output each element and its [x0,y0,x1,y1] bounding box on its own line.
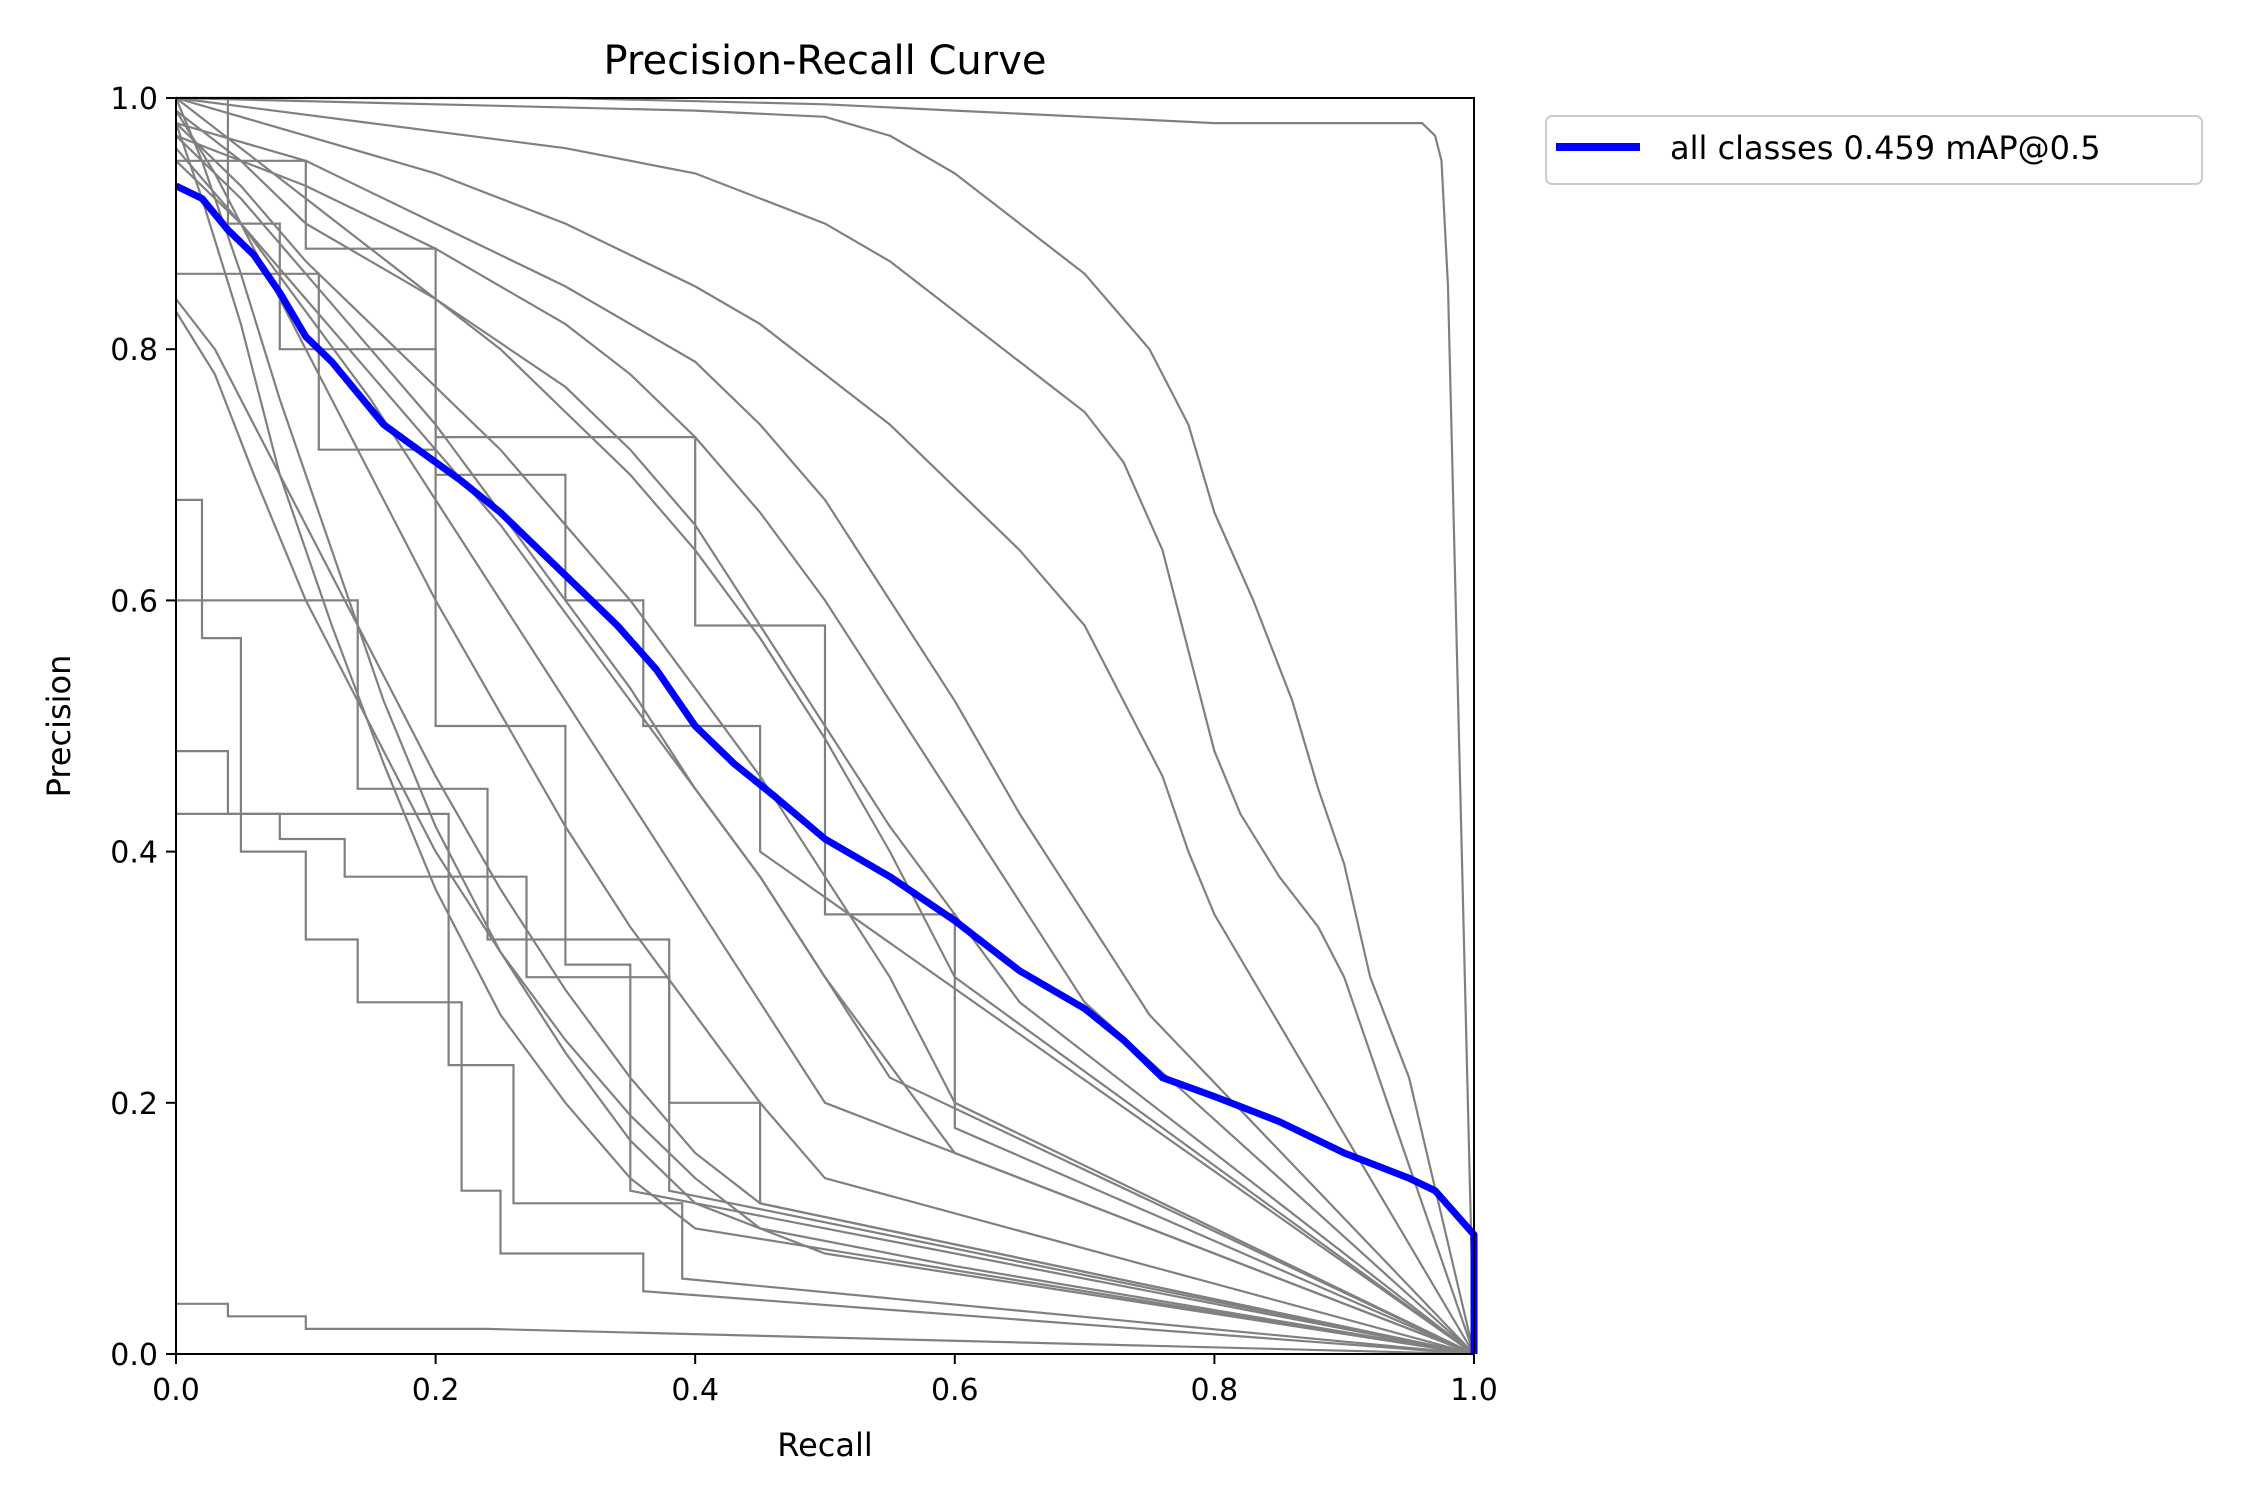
y-axis: 0.0 0.2 0.4 0.6 0.8 1.0 [110,82,176,1373]
plot-frame [175,97,1475,1355]
y-tick-label: 1.0 [110,82,158,117]
x-tick-label: 1.0 [1450,1373,1498,1408]
class-curve-18 [176,96,1475,1355]
class-curve-1 [176,96,1476,1355]
x-axis: 0.0 0.2 0.4 0.6 0.8 1.0 [152,1354,1498,1408]
legend: all classes 0.459 mAP@0.5 [1545,115,2203,185]
class-curve-15 [174,122,1475,1356]
class-curve-21 [176,750,1475,1356]
x-axis-label: Recall [777,1426,872,1464]
x-tick-label: 0.4 [671,1373,719,1408]
class-curve-23 [176,498,1475,1356]
legend-entry-all-classes: all classes 0.459 mAP@0.5 [1670,129,2101,167]
class-curve-2 [175,96,1476,1355]
class-curve-3 [175,96,1476,1355]
y-tick-label: 0.8 [110,333,158,368]
y-tick-label: 0.2 [110,1087,158,1122]
legend-box [1545,115,2203,185]
class-curve-24 [176,272,1475,1356]
x-tick-label: 0.0 [152,1373,200,1408]
class-curve-19 [176,159,1475,1356]
class-curve-4 [175,96,1475,1355]
class-curve-12 [175,298,1475,1356]
class-curve-8 [175,122,1475,1355]
y-tick-label: 0.0 [110,1338,158,1373]
plot-area [174,96,1478,1356]
x-tick-label: 0.8 [1191,1373,1239,1408]
class-curve-25 [176,1302,1475,1356]
class-curve-17 [175,97,1475,1355]
y-tick-label: 0.6 [110,584,158,619]
x-tick-label: 0.6 [931,1373,979,1408]
class-curve-5 [175,122,1475,1355]
y-axis-label: Precision [40,655,78,798]
chart-title: Precision-Recall Curve [604,38,1047,84]
series-group [174,96,1478,1356]
class-curve-20 [176,599,1475,1356]
class-curve-22 [176,812,1475,1356]
class-curve-10 [175,147,1475,1356]
all-classes-curve [174,182,1478,1354]
x-tick-label: 0.2 [412,1373,460,1408]
y-tick-label: 0.4 [110,836,158,871]
